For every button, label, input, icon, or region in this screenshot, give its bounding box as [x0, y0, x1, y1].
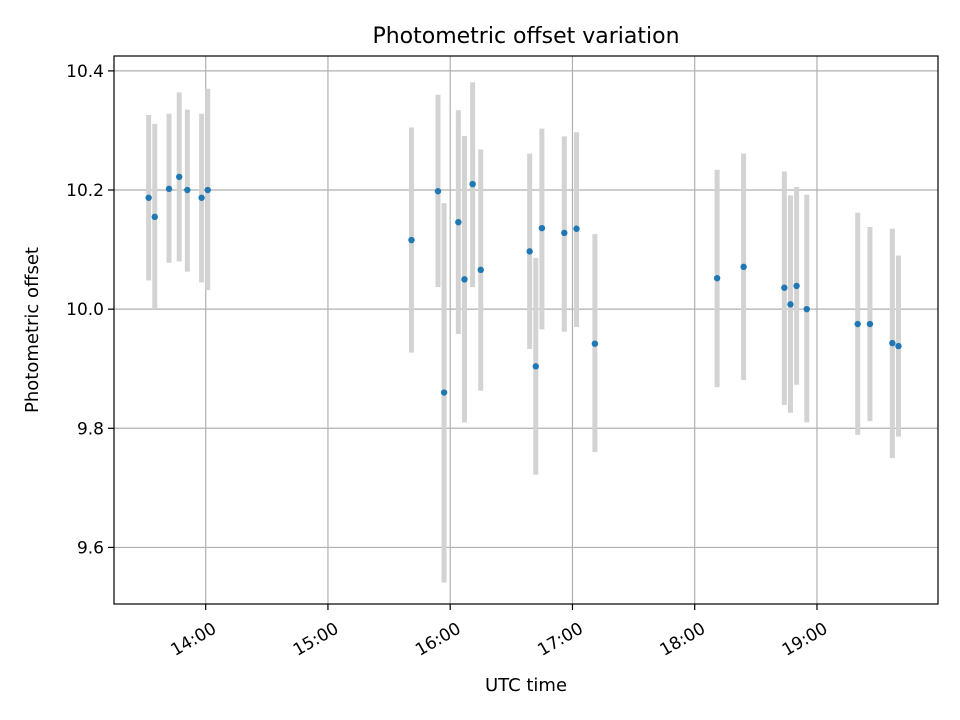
- data-point: [176, 173, 183, 181]
- y-tick-label: 9.6: [77, 538, 104, 558]
- plot-frame: [113, 55, 939, 605]
- data-point: [526, 248, 533, 255]
- data-point: [477, 266, 484, 274]
- data-point: [461, 276, 468, 283]
- data-point: [434, 188, 442, 195]
- data-point: [198, 194, 205, 201]
- data-point: [561, 229, 568, 237]
- data-point: [408, 236, 415, 244]
- data-point: [151, 213, 158, 221]
- data-point: [184, 186, 191, 194]
- data-point: [787, 301, 794, 308]
- y-tick-label: 10.4: [66, 62, 104, 82]
- x-axis-label: UTC time: [485, 675, 567, 696]
- y-axis-ticks: 9.6 9.8 10.0 10.2 10.4: [66, 62, 114, 558]
- data-point: [854, 320, 861, 328]
- data-point: [538, 224, 546, 232]
- data-point: [713, 274, 721, 282]
- data-point: [740, 263, 747, 271]
- data-point: [573, 225, 580, 232]
- y-axis-label: Photometric offset: [22, 247, 43, 413]
- y-tick-label: 10.2: [66, 181, 104, 201]
- grid-lines: [114, 56, 938, 604]
- data-point: [803, 305, 810, 313]
- y-tick-label: 10.0: [66, 300, 104, 320]
- data-point: [204, 186, 211, 194]
- data-point: [440, 389, 448, 396]
- chart-title: Photometric offset variation: [372, 24, 679, 49]
- data-point: [889, 339, 896, 347]
- data-point: [165, 185, 173, 193]
- data-point: [532, 363, 539, 370]
- data-point: [793, 282, 800, 290]
- data-point: [469, 180, 476, 188]
- data-points: [145, 173, 902, 396]
- data-point: [145, 194, 152, 201]
- y-tick-label: 9.8: [77, 419, 104, 439]
- data-point: [781, 284, 788, 291]
- data-point: [591, 340, 599, 347]
- data-point: [895, 342, 902, 350]
- data-point: [866, 320, 874, 328]
- data-point: [455, 218, 462, 226]
